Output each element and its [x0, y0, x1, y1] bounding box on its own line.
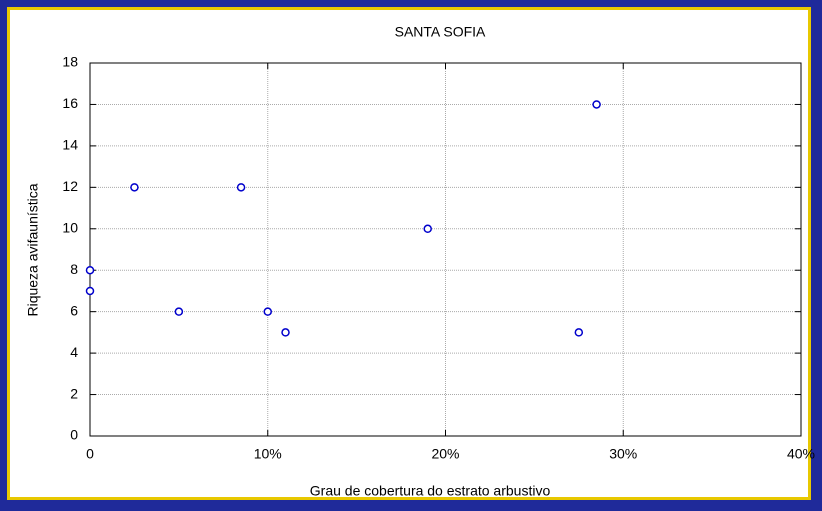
x-tick-label: 30% — [609, 446, 637, 462]
data-point — [130, 183, 139, 192]
y-tick-label: 12 — [62, 178, 78, 194]
y-tick-label: 4 — [70, 344, 78, 360]
y-tick-label: 8 — [70, 261, 78, 277]
data-point — [174, 307, 184, 316]
x-tick-label: 40% — [787, 446, 815, 462]
data-point — [574, 328, 584, 337]
plot-border — [89, 62, 802, 437]
data-point — [85, 265, 95, 275]
y-tick-label: 16 — [62, 95, 78, 111]
x-axis-label: Grau de cobertura do estrato arbustivo — [310, 483, 551, 499]
y-axis-label: Riqueza avifaunística — [25, 183, 41, 316]
x-tick-label: 10% — [254, 446, 282, 462]
data-point — [423, 224, 432, 234]
data-point — [85, 286, 95, 296]
y-tick-label: 14 — [62, 137, 78, 153]
y-tick-label: 2 — [70, 385, 78, 401]
data-point — [263, 307, 272, 316]
y-tick-label: 18 — [62, 54, 78, 70]
chart-title: SANTA SOFIA — [395, 24, 486, 40]
data-point — [281, 328, 290, 337]
y-tick-label: 6 — [70, 302, 78, 318]
chart-panel — [10, 10, 808, 497]
y-tick-label: 10 — [62, 219, 78, 235]
data-point — [236, 183, 246, 192]
x-tick-label: 0 — [86, 446, 94, 462]
data-point — [592, 100, 601, 109]
y-tick-label: 0 — [70, 427, 78, 443]
x-tick-label: 20% — [431, 446, 459, 462]
